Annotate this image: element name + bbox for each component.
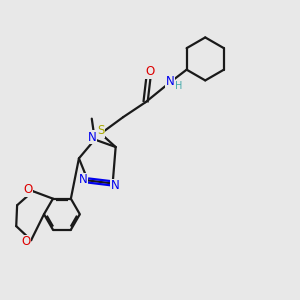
Text: N: N	[88, 131, 97, 144]
Text: O: O	[21, 235, 30, 248]
Text: N: N	[79, 173, 88, 186]
Text: S: S	[97, 124, 104, 137]
Text: O: O	[146, 65, 154, 78]
Text: N: N	[111, 179, 119, 192]
Text: N: N	[166, 74, 174, 88]
Text: H: H	[175, 81, 183, 91]
Text: O: O	[23, 183, 32, 196]
